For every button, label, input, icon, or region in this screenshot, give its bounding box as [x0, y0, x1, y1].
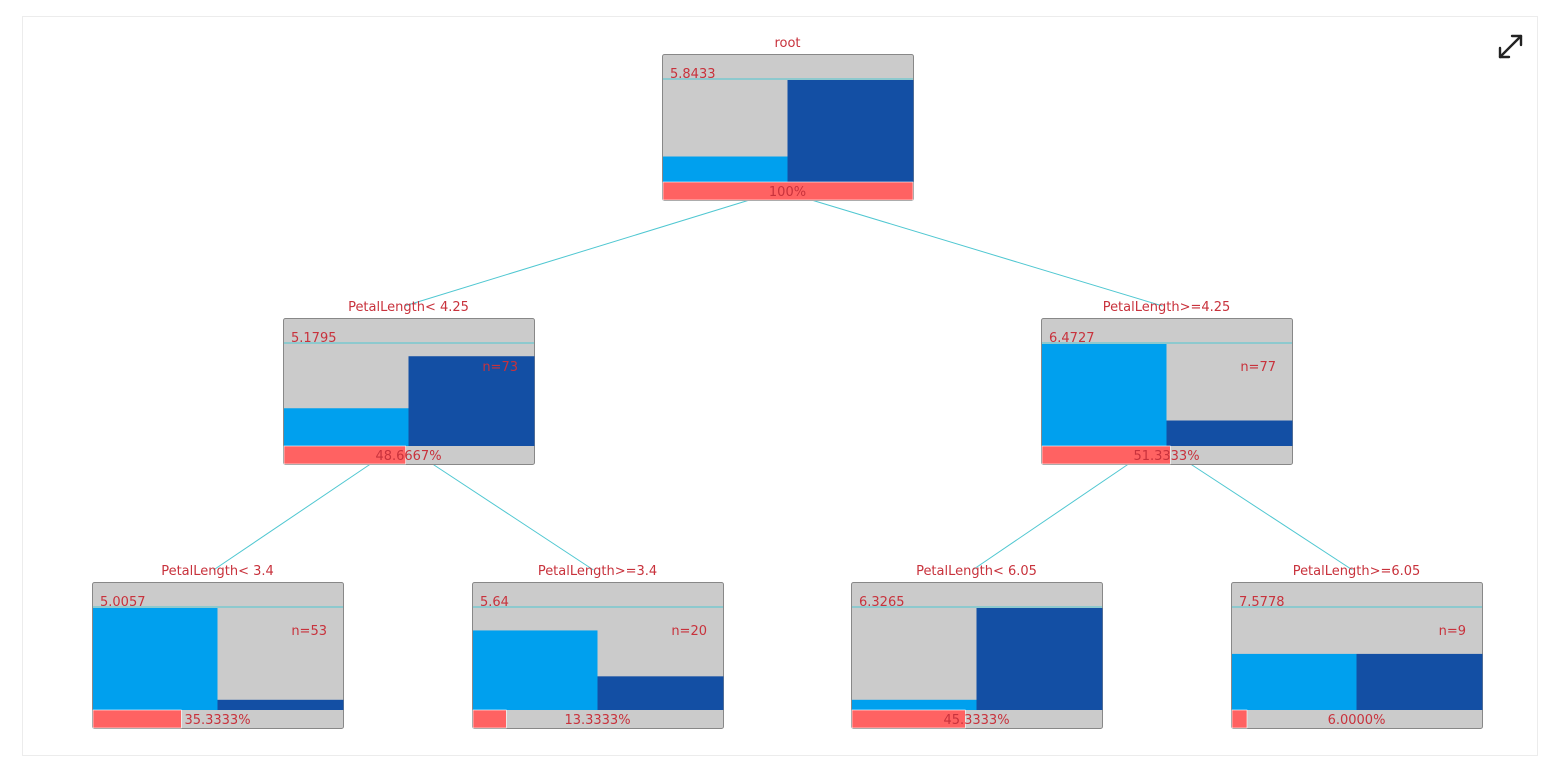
coverage-percent: 100% — [769, 185, 806, 200]
distribution-bar-high — [217, 699, 344, 710]
tree-node-rl: PetalLength< 6.05 6.3265 45.3333% — [851, 564, 1103, 729]
coverage-percent: 35.3333% — [184, 713, 250, 728]
distribution-bar-low — [284, 408, 409, 446]
coverage-percent: 48.6667% — [375, 449, 441, 464]
node-mean-value: 5.64 — [480, 595, 509, 610]
distribution-bar-high — [408, 356, 535, 446]
distribution-bar-low — [663, 156, 788, 182]
tree-node-left: PetalLength< 4.25 5.1795 n=73 48.6667% — [283, 300, 535, 465]
coverage-bar — [92, 709, 182, 729]
tree-edge — [432, 463, 594, 571]
tree-edge — [972, 463, 1129, 571]
node-split-label: PetalLength< 3.4 — [161, 564, 274, 579]
tree-node-rr: PetalLength>=6.05 7.5778 n=9 6.0000% — [1231, 564, 1483, 729]
distribution-bar-low — [93, 608, 218, 710]
node-mean-value: 5.0057 — [100, 595, 146, 610]
coverage-bar — [472, 709, 507, 729]
node-mean-value: 5.1795 — [291, 331, 337, 346]
distribution-bar-low — [473, 630, 598, 710]
node-count: n=9 — [1439, 624, 1466, 639]
tree-node-ll: PetalLength< 3.4 5.0057 n=53 35.3333% — [92, 564, 344, 729]
node-mean-value: 7.5778 — [1239, 595, 1285, 610]
node-mean-value: 5.8433 — [670, 67, 716, 82]
coverage-bar — [1231, 709, 1248, 729]
coverage-percent: 45.3333% — [943, 713, 1009, 728]
distribution-bar-high — [976, 608, 1103, 710]
node-split-label: root — [774, 36, 800, 51]
node-count: n=73 — [482, 360, 518, 375]
coverage-bar — [1041, 445, 1171, 465]
coverage-bar — [662, 181, 914, 201]
distribution-bar-high — [1356, 653, 1483, 710]
node-split-label: PetalLength< 4.25 — [348, 300, 469, 315]
tree-edge — [213, 463, 371, 571]
distribution-bar-high — [787, 80, 914, 182]
node-count: n=77 — [1240, 360, 1276, 375]
distribution-bar-low — [852, 699, 977, 710]
node-split-label: PetalLength>=6.05 — [1293, 564, 1421, 579]
node-mean-value: 6.4727 — [1049, 331, 1095, 346]
node-count: n=53 — [291, 624, 327, 639]
node-split-label: PetalLength>=3.4 — [538, 564, 657, 579]
distribution-bar-low — [1042, 344, 1167, 446]
node-count: n=20 — [671, 624, 707, 639]
tree-node-root: root 5.8433 100% — [662, 36, 914, 201]
tree-edge — [1190, 463, 1353, 571]
tree-edges — [213, 199, 1353, 571]
node-split-label: PetalLength>=4.25 — [1103, 300, 1231, 315]
coverage-bar — [283, 445, 406, 465]
distribution-bar-low — [1232, 653, 1357, 710]
coverage-percent: 51.3333% — [1133, 449, 1199, 464]
expand-arrows-icon — [1498, 34, 1523, 59]
coverage-percent: 13.3333% — [564, 713, 630, 728]
node-mean-value: 6.3265 — [859, 595, 905, 610]
tree-edge — [811, 199, 1163, 307]
tree-node-lr: PetalLength>=3.4 5.64 n=20 13.3333% — [472, 564, 724, 729]
distribution-bar-high — [597, 676, 724, 710]
tree-edge — [404, 199, 750, 307]
coverage-bar — [851, 709, 966, 729]
distribution-bar-high — [1166, 420, 1293, 446]
expand-button[interactable] — [1494, 30, 1528, 64]
coverage-percent: 6.0000% — [1328, 713, 1386, 728]
tree-node-right: PetalLength>=4.25 6.4727 n=77 51.3333% — [1041, 300, 1293, 465]
node-split-label: PetalLength< 6.05 — [916, 564, 1037, 579]
